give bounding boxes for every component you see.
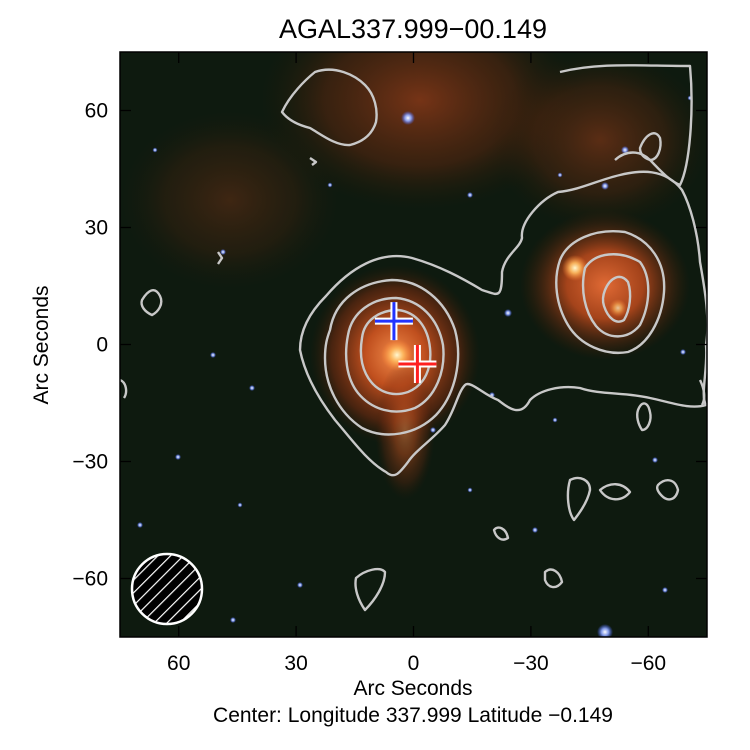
contour-small-bottom-1: [566, 476, 592, 522]
star: [175, 454, 181, 460]
contour-outer: [298, 170, 707, 477]
y-tick-label: 0: [96, 334, 108, 357]
diffuse-emission-upper-right: [490, 52, 707, 230]
star-field: [137, 95, 693, 637]
contour-small-bottom-2: [598, 483, 632, 501]
contour-small-upper-right: [638, 132, 662, 162]
star: [430, 427, 436, 433]
star: [220, 249, 226, 255]
contours: [120, 64, 707, 612]
star: [601, 182, 609, 190]
x-tick-label: 30: [284, 652, 307, 675]
contour-main-2: [323, 278, 460, 436]
contour-small-tick-1: [217, 251, 224, 265]
y-tick-label: −60: [72, 568, 108, 591]
emission-tail: [375, 360, 435, 500]
contour-right-3: [601, 275, 632, 323]
figure-title: AGAL337.999−00.149: [279, 14, 547, 44]
contour-small-bottom-6: [354, 567, 387, 612]
axis-ticks: 60 30 0 −30 −60 60 30 0 −30 −60: [72, 52, 707, 675]
contour-small-bottom-5: [543, 568, 564, 589]
star: [552, 417, 558, 423]
star: [152, 147, 158, 153]
y-tick-label: 60: [85, 100, 108, 123]
x-tick-label: −60: [630, 652, 666, 675]
star: [467, 487, 473, 493]
y-tick-label: −30: [72, 451, 108, 474]
star: [230, 617, 236, 623]
contour-small-tick-2: [309, 157, 318, 166]
image-panel: [120, 52, 707, 637]
contour-small-left: [140, 289, 163, 317]
red-cross-marker: [398, 345, 437, 383]
center-caption: Center: Longitude 337.999 Latitude −0.14…: [213, 704, 613, 727]
hot-spot-right: [562, 255, 588, 281]
x-tick-label: 0: [408, 652, 420, 675]
contour-small-right-mid: [636, 402, 652, 432]
x-axis-label: Arc Seconds: [353, 677, 472, 700]
star: [210, 352, 216, 358]
hot-spot-right-2: [609, 299, 627, 317]
contour-right-2: [581, 253, 650, 338]
star: [237, 502, 243, 508]
star: [504, 309, 512, 317]
diffuse-emission-left: [120, 110, 340, 290]
star: [467, 192, 473, 198]
star: [597, 624, 613, 637]
star: [297, 582, 303, 588]
blue-cross-marker: [374, 302, 413, 341]
contour-right-1: [555, 230, 666, 354]
star: [662, 587, 668, 593]
star: [532, 527, 538, 533]
star: [401, 111, 415, 125]
contour-small-right-edge: [698, 379, 706, 406]
star: [652, 457, 658, 463]
contour-small-bottom-4: [492, 526, 510, 541]
contour-small-left-edge: [120, 378, 128, 399]
contour-top-right: [559, 64, 693, 187]
x-tick-label: −30: [513, 652, 549, 675]
y-axis-label: Arc Seconds: [30, 285, 53, 404]
right-emission-clump: [520, 210, 690, 360]
contour-small-bottom-3: [656, 479, 680, 501]
star: [327, 182, 333, 188]
star: [249, 385, 255, 391]
star: [137, 522, 143, 528]
x-tick-label: 60: [167, 652, 190, 675]
contour-main-3: [344, 296, 445, 413]
star: [557, 172, 563, 178]
source-markers: [374, 302, 437, 383]
star: [680, 349, 686, 355]
contour-top: [280, 68, 378, 147]
y-tick-label: 30: [85, 217, 108, 240]
beam-ellipse: [130, 552, 204, 626]
